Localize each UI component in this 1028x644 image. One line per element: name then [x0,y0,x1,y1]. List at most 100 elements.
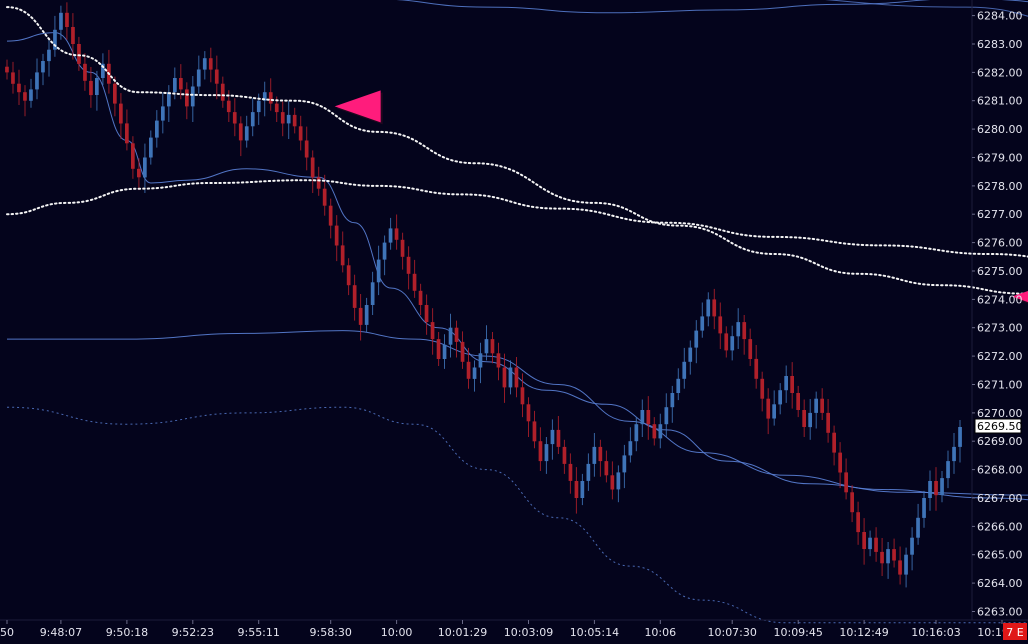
candle [5,59,9,80]
corner-badge[interactable]: 7 E [1003,623,1027,640]
candle [604,450,609,483]
candle-body [766,398,771,419]
candle [634,417,639,452]
candle-body [490,339,495,354]
candle [670,385,675,423]
candle-body [472,367,477,379]
candle-body [550,429,555,445]
corner-badge-text: 7 E [1006,626,1023,639]
candle-body [808,412,812,428]
candle [508,360,513,395]
candle-body [826,412,830,433]
candle [89,67,93,108]
candle [149,130,153,165]
candle [724,326,729,358]
price-tick-label: 6268.00 [977,464,1023,477]
sell-signal-marker[interactable] [1011,281,1028,315]
candle [185,82,189,120]
time-tick-label: 10:05:14 [570,626,619,639]
candle [856,501,860,545]
candle [244,115,249,148]
candle [664,393,669,437]
time-tick-label: 9:58:30 [309,626,351,639]
candle [748,328,753,366]
candle-body [113,83,117,104]
candle [17,69,21,105]
candle-body [268,92,273,104]
candle [472,360,477,392]
candle-body [634,424,639,442]
time-tick-label: 10:07:30 [707,626,756,639]
candle-body [844,472,848,493]
candle-body [562,446,567,464]
candle [676,368,681,401]
candle-body [742,322,747,340]
candle-body [598,446,603,462]
candle-body [736,322,741,337]
candle-body [952,446,956,462]
candle [532,410,537,449]
candle [640,399,645,437]
candle-body [532,421,537,442]
candle [772,390,776,426]
candle-body [616,472,621,490]
candle [190,76,195,122]
candle-body [286,114,291,124]
candle [376,245,381,296]
candle-body [226,100,231,113]
candle [29,78,33,108]
candle-body [143,157,147,178]
candle [832,425,836,466]
price-tick-label: 6277.00 [977,208,1023,221]
candle-body [436,339,441,359]
candle-body [574,481,579,498]
candle-body [388,228,393,243]
candle-body [328,205,333,226]
candle [77,36,81,71]
candle-body [400,239,405,257]
candle [232,98,237,137]
time-tick-label: 10:12:49 [839,626,888,639]
candle [214,55,219,100]
price-tick-label: 6273.00 [977,322,1023,335]
candle-body [352,285,357,308]
candle-body [358,307,363,325]
candle-body [454,327,459,342]
candle-body [946,461,950,479]
candle [328,198,333,239]
candle-body [694,330,699,348]
candle [652,417,657,446]
candle-body [280,112,285,124]
candle [586,453,591,491]
candle [562,439,567,474]
candle [155,110,159,148]
candle [442,334,447,369]
candle-body [304,140,309,158]
candle [616,465,621,503]
candle [167,85,171,122]
candle [742,315,747,355]
candle [910,527,914,571]
candle [904,547,908,588]
candle-body [580,481,585,498]
candle [466,347,471,389]
candle-body [910,537,914,555]
candle-body [190,86,195,107]
candle [568,453,573,494]
candle-body [850,492,854,513]
candle-body [814,398,818,413]
candle [838,442,842,489]
candle [790,362,794,409]
candle-body [682,361,687,379]
candle [574,467,579,514]
candle [131,136,135,179]
price-tick-label: 6279.00 [977,152,1023,165]
candle-body [448,327,453,345]
candle-body [298,126,303,141]
candle [682,347,687,389]
candle-body [220,83,225,101]
sell-signal-marker[interactable] [334,90,383,125]
candle [412,259,417,298]
